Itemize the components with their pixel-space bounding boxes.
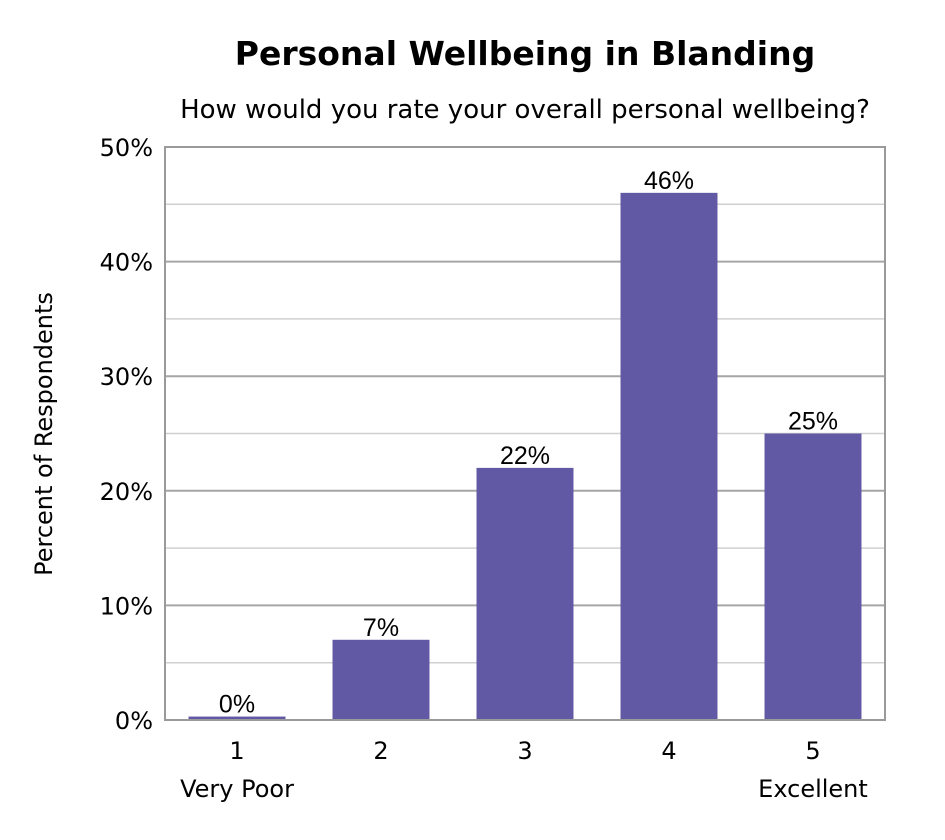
x-tick-sublabel: Excellent <box>758 775 868 803</box>
x-tick-label: 3 <box>517 737 532 765</box>
y-tick-label: 10% <box>100 592 153 620</box>
y-tick-labels: 0% 10% 20% 30% 40% 50% <box>100 134 153 735</box>
bar <box>764 433 862 720</box>
y-axis-label: Percent of Respondents <box>30 292 58 576</box>
gridlines <box>165 203 885 664</box>
x-tick-label: 1 <box>229 737 244 765</box>
x-tick-label: 5 <box>805 737 820 765</box>
chart-title: Personal Wellbeing in Blanding <box>235 34 815 73</box>
bar <box>620 192 718 721</box>
y-tick-label: 20% <box>100 478 153 506</box>
bars <box>188 192 862 721</box>
data-label: 46% <box>644 167 694 195</box>
x-tick-label: 2 <box>373 737 388 765</box>
data-label: 0% <box>219 691 255 719</box>
y-tick-label: 0% <box>115 707 153 735</box>
y-tick-label: 40% <box>100 249 153 277</box>
x-tick-label: 4 <box>661 737 676 765</box>
data-label: 25% <box>788 408 838 436</box>
bar <box>332 639 430 720</box>
y-tick-label: 30% <box>100 363 153 391</box>
bar <box>476 467 574 720</box>
data-label: 7% <box>363 614 399 642</box>
x-tick-sublabel: Very Poor <box>180 775 294 803</box>
y-tick-label: 50% <box>100 134 153 162</box>
data-label: 22% <box>500 442 550 470</box>
bar <box>188 716 286 720</box>
data-labels: 0% 7% 22% 46% 25% <box>219 167 838 719</box>
plot-area-border <box>164 146 886 721</box>
x-tick-labels: 1 Very Poor 2 3 4 5 Excellent <box>180 737 868 803</box>
chart-subtitle: How would you rate your overall personal… <box>180 95 870 125</box>
